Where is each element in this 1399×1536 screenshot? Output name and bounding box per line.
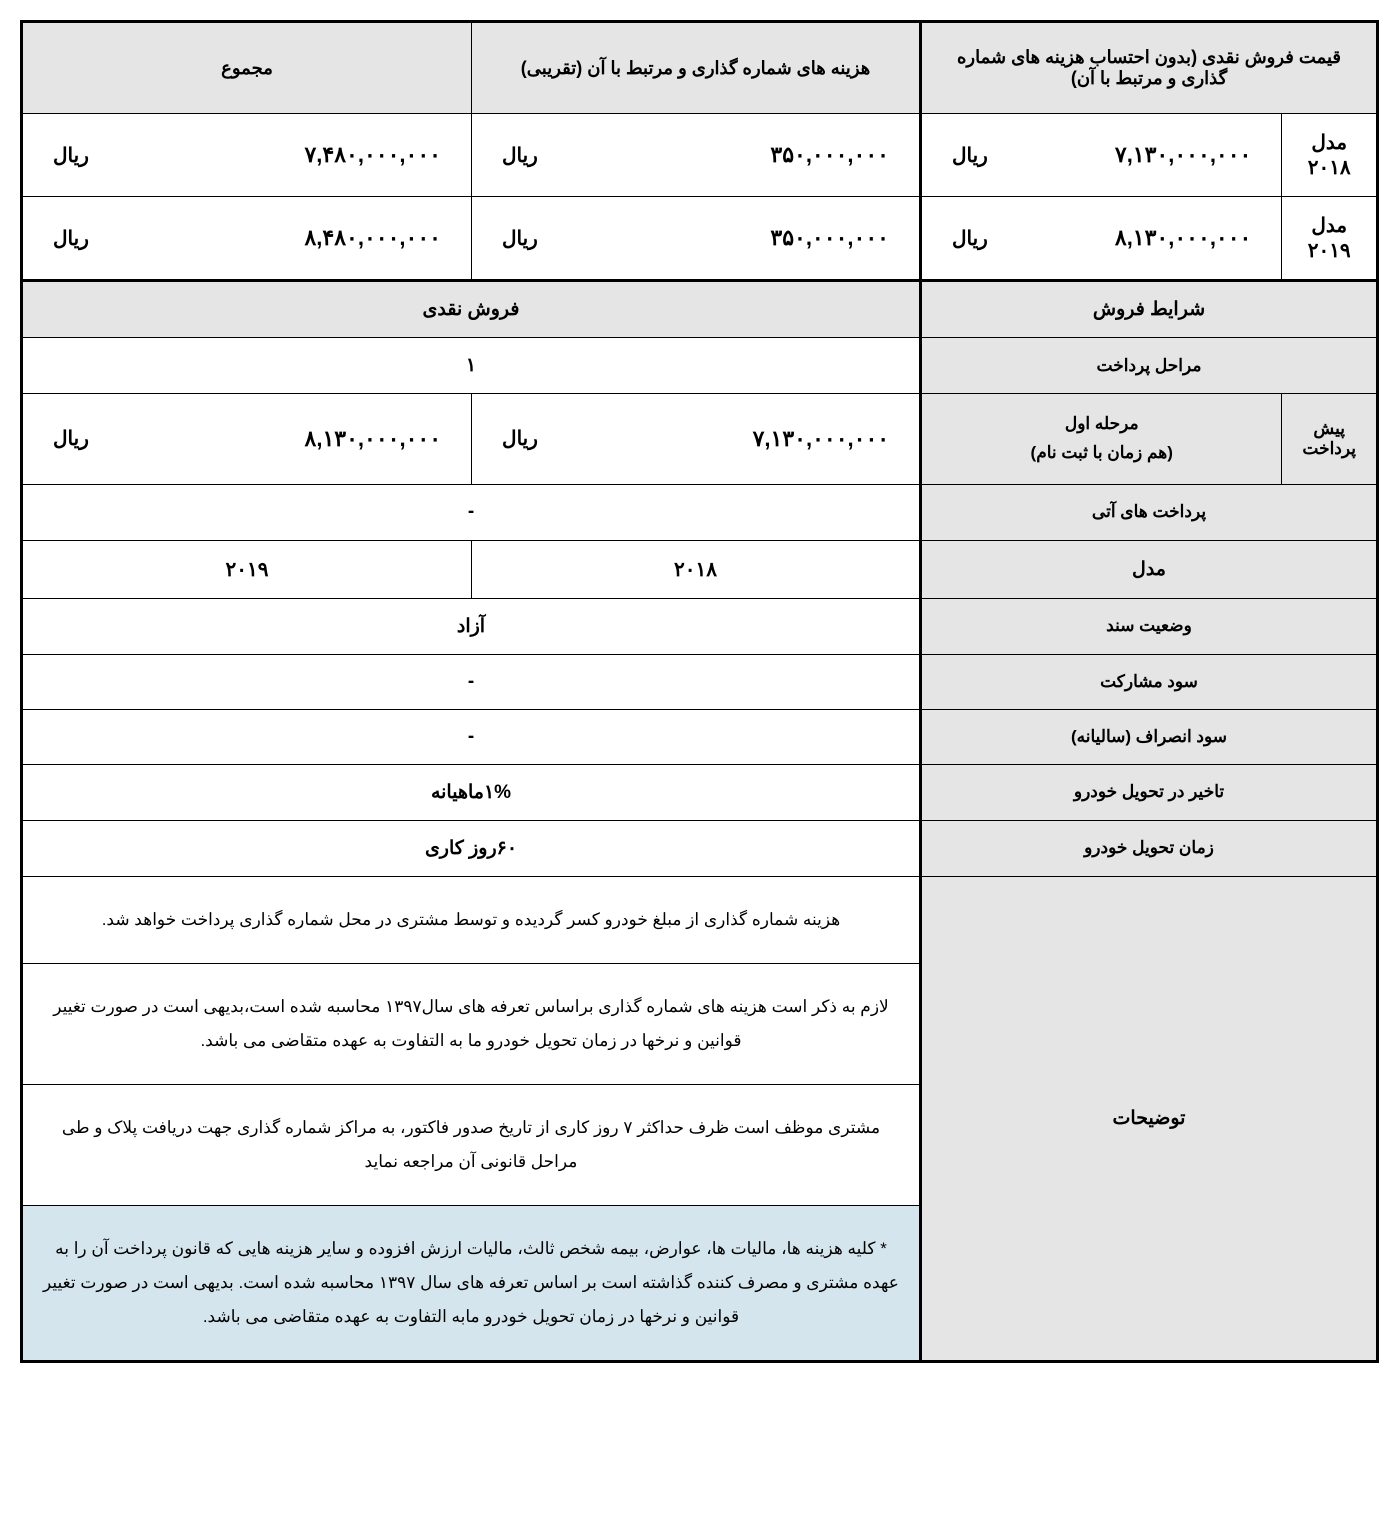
price-table: قیمت فروش نقدی (بدون احتساب هزینه های شم… (20, 20, 1379, 1363)
stage-one-title: مرحله اول (1065, 410, 1139, 439)
participation-profit-row: سود مشارکت - (23, 655, 1376, 710)
price-row-2019: مدل ۲۰۱۹ ۸,۱۳۰,۰۰۰,۰۰۰ ریال ۳۵۰,۰۰۰,۰۰۰ … (23, 197, 1376, 280)
stage-one-label: مرحله اول (هم زمان با ثبت نام) (919, 394, 1281, 484)
currency-label: ریال (53, 226, 89, 251)
payment-stages-row: مراحل پرداخت ۱ (23, 338, 1376, 394)
delivery-time-row: زمان تحویل خودرو ۶۰روز کاری (23, 821, 1376, 877)
prepay-2019: ۸,۱۳۰,۰۰۰,۰۰۰ ریال (23, 394, 471, 484)
model-2018: ۲۰۱۸ (471, 541, 919, 598)
doc-status-label: وضعیت سند (919, 599, 1376, 654)
model-2018-label: مدل ۲۰۱۸ (1281, 114, 1376, 196)
header-reg-costs: هزینه های شماره گذاری و مرتبط با آن (تقر… (471, 23, 919, 113)
reg-2018-value: ۳۵۰,۰۰۰,۰۰۰ (770, 142, 889, 168)
price-row-2018: مدل ۲۰۱۸ ۷,۱۳۰,۰۰۰,۰۰۰ ریال ۳۵۰,۰۰۰,۰۰۰ … (23, 114, 1376, 197)
total-2018: ۷,۴۸۰,۰۰۰,۰۰۰ ریال (23, 114, 471, 196)
payment-stages-label: مراحل پرداخت (919, 338, 1376, 393)
currency-label: ریال (952, 143, 988, 168)
delivery-time-label: زمان تحویل خودرو (919, 821, 1376, 876)
reg-2019: ۳۵۰,۰۰۰,۰۰۰ ریال (471, 197, 919, 279)
reg-2019-value: ۳۵۰,۰۰۰,۰۰۰ (770, 225, 889, 251)
header-cash-price: قیمت فروش نقدی (بدون احتساب هزینه های شم… (919, 23, 1376, 113)
header-total: مجموع (23, 23, 471, 113)
currency-label: ریال (53, 426, 89, 451)
delivery-delay-value: ۱%ماهیانه (23, 765, 919, 820)
model-label: مدل (919, 541, 1376, 598)
cash-2019: ۸,۱۳۰,۰۰۰,۰۰۰ ریال (919, 197, 1281, 279)
delivery-time-value: ۶۰روز کاری (23, 821, 919, 876)
cancellation-profit-value: - (23, 710, 919, 764)
note-2: لازم به ذکر است هزینه های شماره گذاری بر… (23, 964, 919, 1085)
future-payments-value: - (23, 485, 919, 540)
currency-label: ریال (53, 143, 89, 168)
sale-conditions-label: شرایط فروش (919, 282, 1376, 337)
total-2019: ۸,۴۸۰,۰۰۰,۰۰۰ ریال (23, 197, 471, 279)
prepay-2018: ۷,۱۳۰,۰۰۰,۰۰۰ ریال (471, 394, 919, 484)
sale-conditions-row: شرایط فروش فروش نقدی (23, 280, 1376, 338)
delivery-delay-label: تاخیر در تحویل خودرو (919, 765, 1376, 820)
model-2019: ۲۰۱۹ (23, 541, 471, 598)
currency-label: ریال (502, 143, 538, 168)
payment-stages-value: ۱ (23, 338, 919, 393)
participation-profit-value: - (23, 655, 919, 709)
total-2019-value: ۸,۴۸۰,۰۰۰,۰۰۰ (304, 225, 441, 251)
cancellation-profit-row: سود انصراف (سالیانه) - (23, 710, 1376, 765)
notes-column: هزینه شماره گذاری از مبلغ خودرو کسر گردی… (23, 877, 919, 1360)
currency-label: ریال (502, 426, 538, 451)
cash-2019-value: ۸,۱۳۰,۰۰۰,۰۰۰ (1115, 225, 1252, 251)
prepay-2019-value: ۸,۱۳۰,۰۰۰,۰۰۰ (305, 426, 442, 452)
model-2019-label: مدل ۲۰۱۹ (1281, 197, 1376, 279)
note-4: * کلیه هزینه ها، مالیات ها، عوارض، بیمه … (23, 1206, 919, 1360)
doc-status-row: وضعیت سند آزاد (23, 599, 1376, 655)
currency-label: ریال (952, 226, 988, 251)
currency-label: ریال (502, 226, 538, 251)
cash-2018: ۷,۱۳۰,۰۰۰,۰۰۰ ریال (919, 114, 1281, 196)
participation-profit-label: سود مشارکت (919, 655, 1376, 709)
cash-2018-value: ۷,۱۳۰,۰۰۰,۰۰۰ (1115, 142, 1252, 168)
notes-row: توضیحات هزینه شماره گذاری از مبلغ خودرو … (23, 877, 1376, 1360)
prepayment-row: پیش پرداخت مرحله اول (هم زمان با ثبت نام… (23, 394, 1376, 485)
notes-label: توضیحات (919, 877, 1376, 1360)
stage-one-sub: (هم زمان با ثبت نام) (1031, 439, 1173, 468)
future-payments-label: پرداخت های آتی (919, 485, 1376, 540)
delivery-delay-row: تاخیر در تحویل خودرو ۱%ماهیانه (23, 765, 1376, 821)
reg-2018: ۳۵۰,۰۰۰,۰۰۰ ریال (471, 114, 919, 196)
prepayment-label: پیش پرداخت (1281, 394, 1376, 484)
sale-conditions-value: فروش نقدی (23, 282, 919, 337)
future-payments-row: پرداخت های آتی - (23, 485, 1376, 541)
doc-status-value: آزاد (23, 599, 919, 654)
total-2018-value: ۷,۴۸۰,۰۰۰,۰۰۰ (304, 142, 441, 168)
prepay-2018-value: ۷,۱۳۰,۰۰۰,۰۰۰ (753, 426, 890, 452)
model-row: مدل ۲۰۱۸ ۲۰۱۹ (23, 541, 1376, 599)
note-3: مشتری موظف است ظرف حداکثر ۷ روز کاری از … (23, 1085, 919, 1206)
note-1: هزینه شماره گذاری از مبلغ خودرو کسر گردی… (23, 877, 919, 964)
cancellation-profit-label: سود انصراف (سالیانه) (919, 710, 1376, 764)
header-row: قیمت فروش نقدی (بدون احتساب هزینه های شم… (23, 23, 1376, 114)
